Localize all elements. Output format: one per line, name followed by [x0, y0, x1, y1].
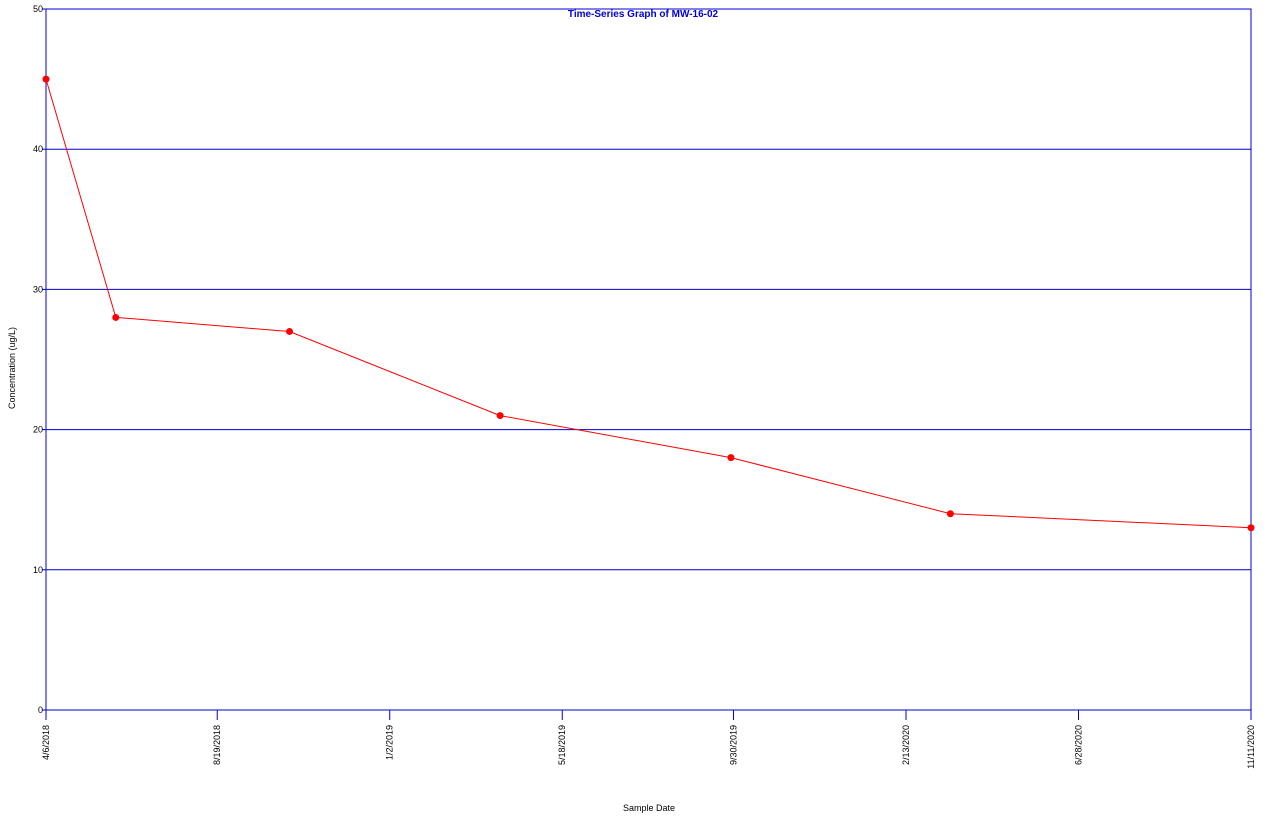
data-point — [42, 75, 50, 83]
x-axis-title: Sample Date — [623, 803, 675, 813]
x-axis: 4/6/2018 8/19/2018 1/2/2019 5/18/2019 9/30/2… — [41, 710, 1256, 769]
chart-title: Time-Series Graph of MW-16-02 — [568, 9, 719, 20]
x-tick-label: 2/13/2020 — [901, 725, 911, 765]
plot-frame — [45, 8, 1252, 711]
x-tick-label: 11/11/2020 — [1246, 725, 1256, 769]
x-tick-label: 1/2/2019 — [385, 725, 395, 760]
y-tick-label: 40 — [33, 144, 43, 154]
data-point — [286, 327, 294, 335]
y-tick-label: 10 — [33, 565, 43, 575]
x-tick-label: 9/30/2019 — [728, 725, 738, 765]
y-tick-label: 50 — [33, 4, 43, 14]
x-tick-label: 8/19/2018 — [212, 725, 222, 765]
data-point — [496, 412, 504, 420]
data-point — [112, 313, 120, 321]
y-tick-label: 20 — [33, 425, 43, 435]
series-line-0 — [45, 78, 1252, 529]
y-tick-label: 0 — [38, 705, 43, 715]
x-tick-label: 6/28/2020 — [1073, 725, 1083, 765]
x-tick-label: 4/6/2018 — [41, 725, 51, 760]
data-point — [946, 510, 954, 518]
data-point — [1247, 524, 1255, 532]
y-tick-label: 30 — [33, 284, 43, 294]
x-tick-label: 5/18/2019 — [557, 725, 567, 765]
y-axis-title: Concentration (ug/L) — [7, 327, 17, 409]
grid-lines — [46, 148, 1251, 571]
data-point — [727, 454, 735, 462]
y-axis: 0 10 20 30 40 50 — [33, 4, 46, 715]
series — [42, 75, 1255, 532]
